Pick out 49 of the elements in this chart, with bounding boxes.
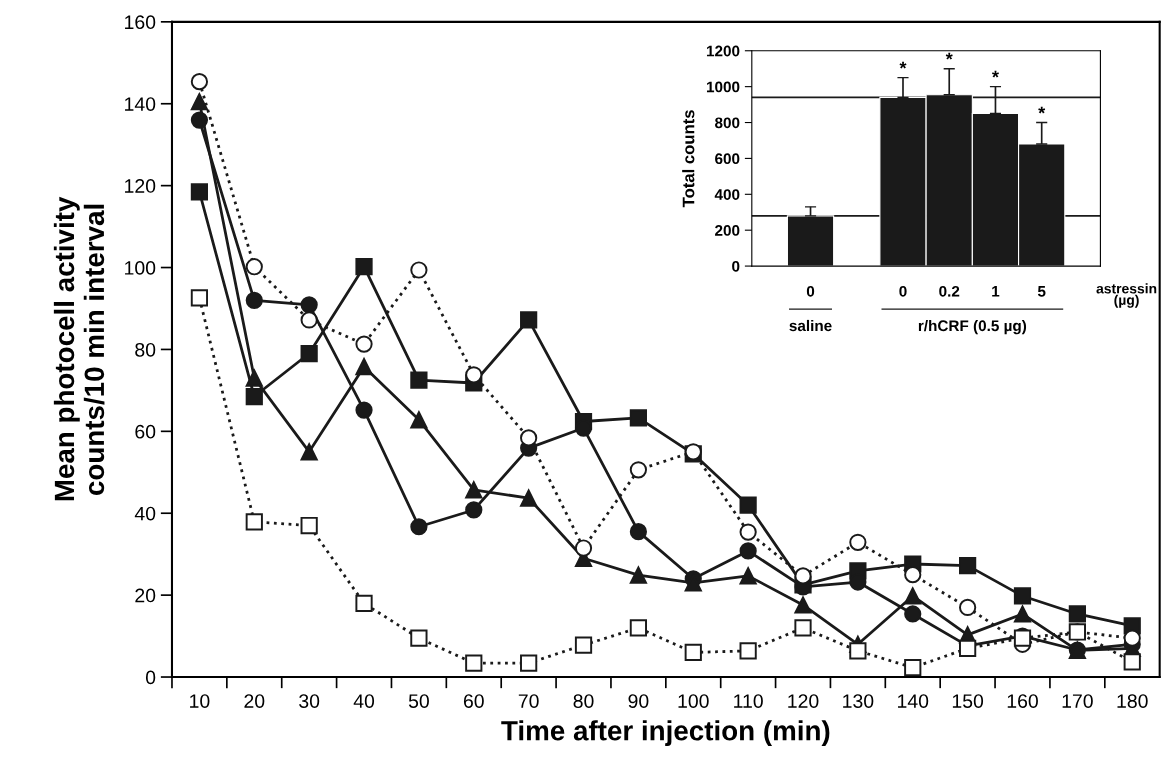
y-axis-title: Mean photocell activity counts/10 min interval (53, 196, 105, 501)
y-tick-label: 600 (715, 153, 740, 165)
y-tick-label: 160 (125, 15, 156, 30)
data-label: * (899, 61, 907, 69)
x-tick-label: 80 (573, 694, 594, 708)
annotation: saline (789, 319, 832, 332)
data-label: * (945, 52, 953, 60)
x-tick-label: 5 (1037, 286, 1046, 297)
x-tick-label: 0 (806, 285, 815, 297)
y-tick-label: 20 (135, 588, 156, 603)
x-tick-label: 70 (518, 694, 539, 708)
x-tick-label: 20 (244, 694, 265, 708)
y-tick-label: 200 (715, 225, 740, 236)
y-tick-label: 0 (732, 260, 740, 272)
y-tick-label: 120 (125, 179, 156, 193)
x-tick-label: 150 (952, 694, 984, 708)
y-tick-label: 400 (714, 189, 740, 200)
x-tick-label: 50 (408, 694, 429, 708)
y-tick-label: 60 (135, 424, 156, 439)
x-tick-label: 140 (898, 694, 929, 708)
data-label: * (1038, 106, 1046, 114)
y-tick-label: 0 (145, 670, 156, 685)
x-tick-label: 90 (628, 694, 649, 708)
y-tick-label: 100 (125, 261, 156, 275)
x-tick-label: 120 (788, 694, 819, 708)
x-axis-title: astressin (µg) (1096, 283, 1157, 308)
data-label: * (992, 70, 999, 78)
y-tick-label: 1200 (706, 45, 740, 57)
y-tick-label: 140 (125, 97, 156, 111)
y-tick-label: 800 (715, 117, 740, 129)
x-axis-title: Time after injection (min) (501, 720, 830, 747)
x-tick-label: 170 (1062, 694, 1093, 708)
y-tick-label: 80 (135, 342, 156, 357)
y-tick-label: 1000 (706, 81, 740, 93)
y-tick-label: 40 (134, 506, 156, 521)
x-tick-label: 0.2 (939, 285, 960, 297)
x-tick-label: 60 (463, 694, 484, 708)
x-tick-label: 40 (353, 694, 375, 708)
x-tick-label: 0 (899, 285, 907, 297)
x-tick-label: 1 (992, 286, 1000, 297)
x-tick-label: 10 (190, 694, 210, 708)
x-tick-label: 180 (1117, 694, 1148, 708)
y-axis-title: Total counts (682, 110, 695, 208)
x-tick-label: 160 (1007, 694, 1038, 708)
x-tick-label: 100 (678, 694, 709, 708)
x-tick-label: 130 (843, 694, 874, 708)
x-tick-label: 30 (299, 694, 320, 708)
annotation: r/hCRF (0.5 µg) (918, 319, 1027, 335)
x-tick-label: 110 (734, 694, 763, 708)
